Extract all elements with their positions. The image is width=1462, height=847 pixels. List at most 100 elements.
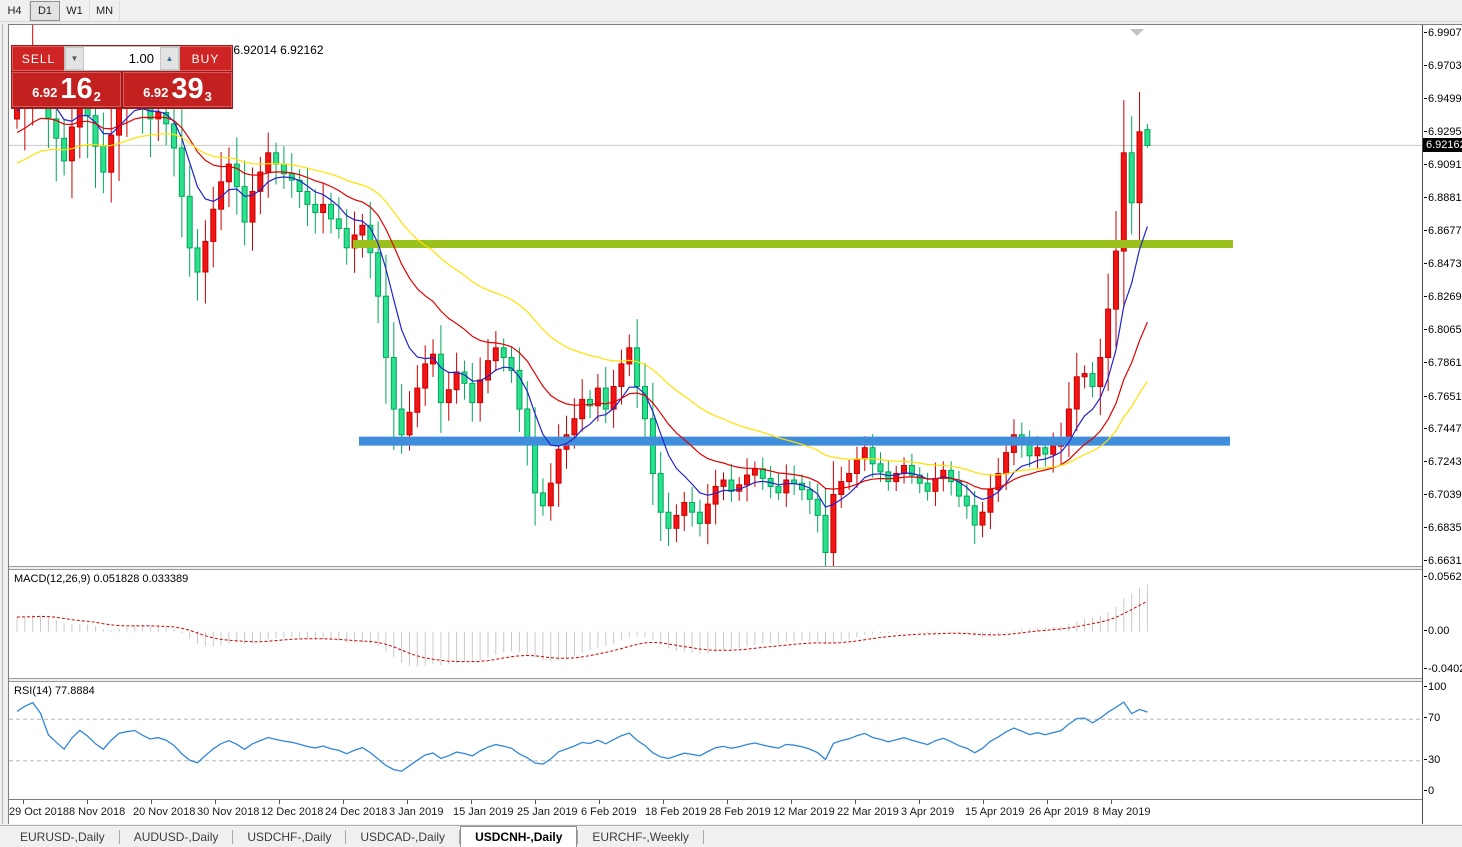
timeframe-button-w1[interactable]: W1 [60, 0, 90, 21]
macd-label: MACD(12,26,9) 0.051828 0.033389 [14, 573, 189, 585]
chart-tab-usdchfdaily[interactable]: USDCHF-,Daily [247, 829, 332, 844]
date-tick [599, 800, 600, 804]
macd-tick-label: -0.040218 [1424, 663, 1462, 675]
date-label: 24 Dec 2018 [325, 806, 388, 818]
date-label: 8 May 2019 [1093, 806, 1151, 818]
rsi-chart [9, 701, 1422, 772]
macd-tick-label: 0.056211 [1424, 571, 1462, 583]
ask-price-pips: 39 [171, 73, 204, 105]
date-label: 12 Mar 2019 [773, 806, 835, 818]
ask-price-display[interactable]: 6.92 39 3 [123, 72, 232, 107]
chart-tab-usdcaddaily[interactable]: USDCAD-,Daily [360, 829, 446, 844]
date-axis[interactable]: 29 Oct 2018 8 Nov 2018 20 Nov 2018 30 Nov 2… [9, 799, 1422, 824]
date-label: 6 Feb 2019 [581, 806, 637, 818]
macd-chart [16, 584, 1148, 667]
tab-separator [577, 830, 579, 844]
price-tick-label: 6.70390 [1424, 489, 1462, 501]
macd-tick-label: 0.00 [1424, 625, 1449, 637]
ohlc-low: 6.92014 [233, 43, 277, 57]
rsi-tick-label: 30 [1424, 754, 1440, 766]
window-left-frame [2, 24, 6, 824]
date-tick [535, 800, 536, 804]
sell-button[interactable]: SELL [12, 46, 64, 71]
date-tick [791, 800, 792, 804]
macd-indicator-pane[interactable]: MACD(12,26,9) 0.051828 0.033389 [9, 570, 1422, 678]
date-tick [215, 800, 216, 804]
tab-separator [459, 830, 461, 844]
chart-tab-audusddaily[interactable]: AUDUSD-,Daily [133, 829, 219, 844]
price-tick-label: 6.80650 [1424, 324, 1462, 336]
bid-price-display[interactable]: 6.92 16 2 [12, 72, 121, 107]
date-tick [855, 800, 856, 804]
date-tick [919, 800, 920, 804]
date-label: 3 Apr 2019 [901, 806, 955, 818]
chart-tab-eurusddaily[interactable]: EURUSD-,Daily [20, 829, 105, 844]
price-axis[interactable]: 6.92162 6.99070 6.97030 6.94990 6.92950 6.90… [1422, 25, 1462, 824]
tab-separator [232, 830, 234, 844]
rsi-label: RSI(14) 77.8884 [14, 685, 95, 697]
chart-tab-bar: EURUSD-,Daily AUDUSD-,Daily USDCHF-,Daily U… [0, 825, 1462, 847]
timeframe-toolbar: H4 D1 W1 MN [0, 0, 1462, 22]
price-tick-label: 6.92950 [1424, 126, 1462, 138]
date-label: 15 Apr 2019 [965, 806, 1025, 818]
date-tick [471, 800, 472, 804]
date-label: 28 Feb 2019 [709, 806, 771, 818]
date-label: 12 Dec 2018 [261, 806, 324, 818]
date-tick [1047, 800, 1048, 804]
date-label: 26 Apr 2019 [1029, 806, 1089, 818]
date-tick [87, 800, 88, 804]
price-tick-label: 6.88810 [1424, 192, 1462, 204]
bid-price-fraction: 2 [93, 89, 101, 104]
rsi-indicator-pane[interactable]: RSI(14) 77.8884 [9, 682, 1422, 799]
price-tick-label: 6.97030 [1424, 60, 1462, 72]
volume-spinner: ▼ ▲ [64, 46, 180, 71]
date-label: 3 Jan 2019 [389, 806, 444, 818]
ohlc-close: 6.92162 [280, 43, 324, 57]
volume-decrease-icon[interactable]: ▼ [65, 47, 84, 70]
volume-increase-icon[interactable]: ▲ [160, 47, 179, 70]
date-tick [343, 800, 344, 804]
price-tick-label: 6.86770 [1424, 225, 1462, 237]
price-tick-label: 6.76510 [1424, 391, 1462, 403]
date-label: 8 Nov 2018 [69, 806, 126, 818]
current-price-badge: 6.92162 [1423, 138, 1462, 153]
pane-splitter[interactable] [9, 566, 1422, 570]
price-tick-label: 6.72430 [1424, 456, 1462, 468]
date-tick [727, 800, 728, 804]
date-label: 25 Jan 2019 [517, 806, 578, 818]
tab-separator [345, 830, 347, 844]
price-tick-label: 6.78610 [1424, 357, 1462, 369]
date-label: 15 Jan 2019 [453, 806, 514, 818]
price-chart-pane[interactable]: ▲USDCNH-,Daily 6.93141 6.93500 6.92014 6… [9, 25, 1422, 566]
price-tick-label: 6.82690 [1424, 291, 1462, 303]
rsi-tick-label: 0 [1424, 785, 1434, 797]
timeframe-button-mn[interactable]: MN [90, 0, 121, 21]
price-tick-label: 6.94990 [1424, 93, 1462, 105]
date-label: 18 Feb 2019 [645, 806, 707, 818]
date-tick [407, 800, 408, 804]
timeframe-button-d1[interactable]: D1 [30, 0, 60, 21]
price-tick-label: 6.84730 [1424, 258, 1462, 270]
rsi-tick-label: 100 [1424, 681, 1446, 693]
ask-price-fraction: 3 [204, 89, 212, 104]
bid-price-pips: 16 [60, 73, 93, 105]
date-tick [1111, 800, 1112, 804]
price-tick-label: 6.74470 [1424, 423, 1462, 435]
buy-button[interactable]: BUY [180, 46, 232, 71]
date-tick [151, 800, 152, 804]
chart-window: ▲USDCNH-,Daily 6.93141 6.93500 6.92014 6… [8, 24, 1462, 824]
chart-tab-usdcnhdaily[interactable]: USDCNH-,Daily [460, 826, 578, 847]
volume-input[interactable] [84, 47, 160, 70]
timeframe-button-h4[interactable]: H4 [0, 0, 30, 21]
date-tick [279, 800, 280, 804]
chart-tab-eurchfweekly[interactable]: EURCHF-,Weekly [592, 829, 689, 844]
date-tick [663, 800, 664, 804]
pane-splitter[interactable] [9, 678, 1422, 682]
ask-price-base: 6.92 [143, 85, 169, 100]
date-tick [23, 800, 24, 804]
bid-price-base: 6.92 [32, 85, 58, 100]
date-tick [983, 800, 984, 804]
price-tick-label: 6.99070 [1424, 27, 1462, 39]
rsi-tick-label: 70 [1424, 712, 1440, 724]
